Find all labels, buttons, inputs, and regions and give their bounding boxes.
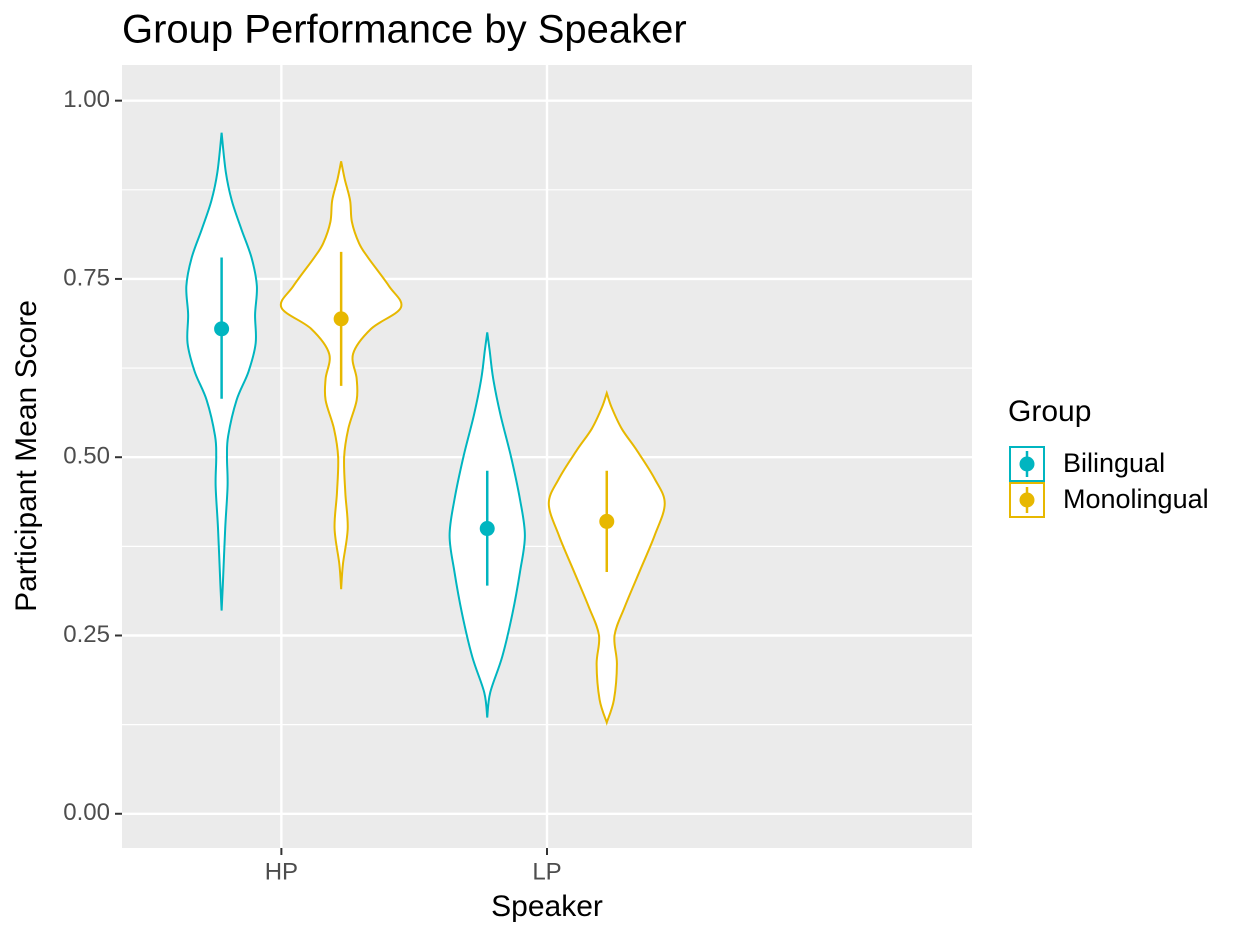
legend-key-point bbox=[1019, 492, 1035, 508]
x-tick-label: HP bbox=[265, 858, 298, 885]
legend-label: Monolingual bbox=[1063, 484, 1209, 514]
mean-point bbox=[333, 311, 349, 327]
y-tick-label: 0.00 bbox=[63, 799, 110, 826]
legend-key-point bbox=[1019, 456, 1035, 472]
y-tick-label: 1.00 bbox=[63, 86, 110, 113]
mean-point bbox=[599, 513, 615, 529]
y-tick-label: 0.50 bbox=[63, 443, 110, 470]
legend-label: Bilingual bbox=[1063, 448, 1165, 478]
legend-title: Group bbox=[1008, 395, 1091, 428]
y-tick-label: 0.25 bbox=[63, 621, 110, 648]
y-axis-title: Participant Mean Score bbox=[10, 300, 43, 612]
mean-point bbox=[214, 321, 230, 337]
x-axis-title: Speaker bbox=[491, 890, 603, 923]
y-tick-label: 0.75 bbox=[63, 264, 110, 291]
mean-point bbox=[479, 521, 495, 537]
x-tick-label: LP bbox=[532, 858, 561, 885]
chart-title: Group Performance by Speaker bbox=[122, 8, 687, 52]
